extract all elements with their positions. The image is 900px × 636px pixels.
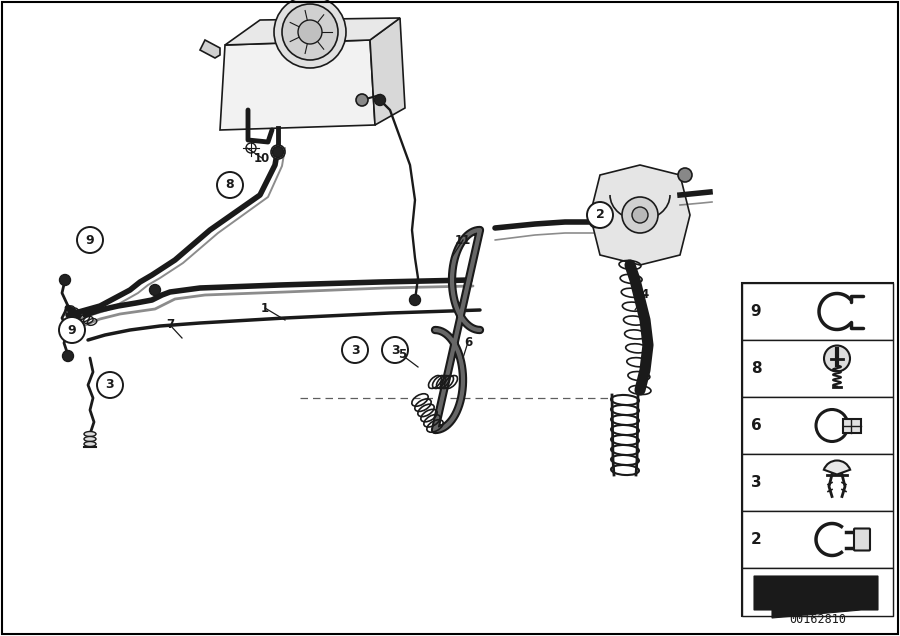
Text: 3: 3: [751, 475, 761, 490]
Circle shape: [282, 4, 338, 60]
FancyBboxPatch shape: [742, 283, 893, 340]
Text: 3: 3: [105, 378, 114, 392]
Circle shape: [77, 227, 103, 253]
Circle shape: [622, 197, 658, 233]
Circle shape: [410, 294, 420, 305]
Text: 9: 9: [68, 324, 76, 336]
Text: 6: 6: [751, 418, 761, 433]
Circle shape: [298, 20, 322, 44]
Text: 6: 6: [464, 336, 472, 349]
Text: 10: 10: [254, 151, 270, 165]
Circle shape: [678, 168, 692, 182]
Polygon shape: [370, 18, 405, 125]
FancyBboxPatch shape: [742, 511, 893, 568]
Text: 1: 1: [261, 301, 269, 314]
Polygon shape: [754, 576, 878, 618]
Ellipse shape: [84, 431, 96, 436]
FancyBboxPatch shape: [742, 397, 893, 454]
Text: 8: 8: [751, 361, 761, 376]
Text: 9: 9: [751, 304, 761, 319]
Text: 3: 3: [351, 343, 359, 357]
FancyBboxPatch shape: [742, 283, 893, 616]
Text: 3: 3: [391, 343, 400, 357]
Text: 00162810: 00162810: [789, 613, 846, 626]
Circle shape: [217, 172, 243, 198]
Circle shape: [824, 345, 850, 371]
Circle shape: [590, 216, 600, 228]
Text: 9: 9: [86, 233, 94, 247]
Circle shape: [271, 145, 285, 159]
FancyBboxPatch shape: [742, 454, 893, 511]
Circle shape: [587, 202, 613, 228]
Text: 5: 5: [398, 349, 406, 361]
Circle shape: [342, 337, 368, 363]
Polygon shape: [220, 40, 375, 130]
Circle shape: [97, 372, 123, 398]
Text: 11: 11: [454, 233, 471, 247]
Circle shape: [273, 146, 284, 158]
Circle shape: [62, 350, 74, 361]
Circle shape: [632, 207, 648, 223]
FancyBboxPatch shape: [843, 418, 861, 432]
Circle shape: [246, 143, 256, 153]
Polygon shape: [200, 40, 220, 58]
Wedge shape: [824, 460, 850, 474]
Circle shape: [382, 337, 408, 363]
Ellipse shape: [84, 441, 96, 446]
Polygon shape: [590, 165, 690, 265]
Circle shape: [59, 275, 70, 286]
FancyBboxPatch shape: [742, 340, 893, 397]
FancyBboxPatch shape: [854, 529, 870, 551]
Text: 8: 8: [226, 179, 234, 191]
Circle shape: [274, 0, 346, 68]
Polygon shape: [225, 18, 400, 45]
Circle shape: [356, 94, 368, 106]
Text: 7: 7: [166, 319, 174, 331]
Text: 4: 4: [641, 289, 649, 301]
Circle shape: [374, 95, 385, 106]
Text: 2: 2: [751, 532, 761, 547]
FancyBboxPatch shape: [742, 568, 893, 616]
Ellipse shape: [84, 436, 96, 441]
Circle shape: [149, 284, 160, 296]
Text: 2: 2: [596, 209, 605, 221]
Circle shape: [59, 317, 85, 343]
